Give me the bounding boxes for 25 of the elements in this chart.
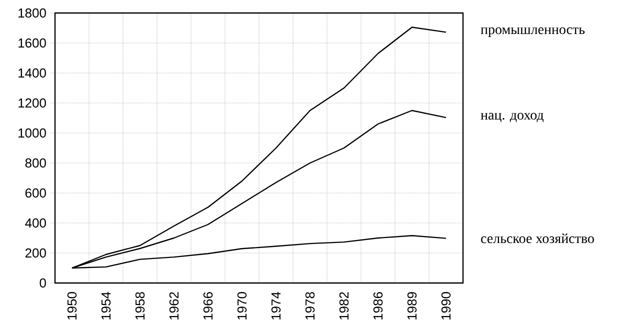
x-tick-label: 1962 xyxy=(169,292,179,320)
text: промышленность xyxy=(480,27,585,37)
x-tick-label: 1990 xyxy=(441,292,451,320)
x-tick-label: 1966 xyxy=(203,292,213,320)
y-tick-label: 1600 xyxy=(18,38,46,48)
x-tick-label: 1958 xyxy=(135,292,145,320)
x-tick-label: 1978 xyxy=(305,292,315,320)
x-tick-label: 1982 xyxy=(339,292,349,320)
y-tick-label: 400 xyxy=(25,218,46,228)
y-tick-label: 1000 xyxy=(18,128,46,138)
x-tick-label: 1989 xyxy=(407,292,417,320)
y-tick-label: 0 xyxy=(40,278,46,288)
y-tick-label: 600 xyxy=(25,188,46,198)
y-tick-label: 1200 xyxy=(18,98,46,108)
x-tick-label: 1986 xyxy=(373,292,383,320)
x-tick-label: 1970 xyxy=(237,292,247,320)
text: сельское хозяйство xyxy=(481,233,594,244)
y-tick-label: 800 xyxy=(25,158,46,168)
y-tick-label: 200 xyxy=(25,248,46,258)
text: нац. доход xyxy=(480,112,544,122)
x-tick-label: 1950 xyxy=(67,292,77,320)
x-tick-label: 1974 xyxy=(271,292,281,320)
x-tick-label: 1954 xyxy=(101,292,111,320)
y-tick-label: 1800 xyxy=(18,8,46,18)
y-tick-label: 1400 xyxy=(18,68,46,78)
